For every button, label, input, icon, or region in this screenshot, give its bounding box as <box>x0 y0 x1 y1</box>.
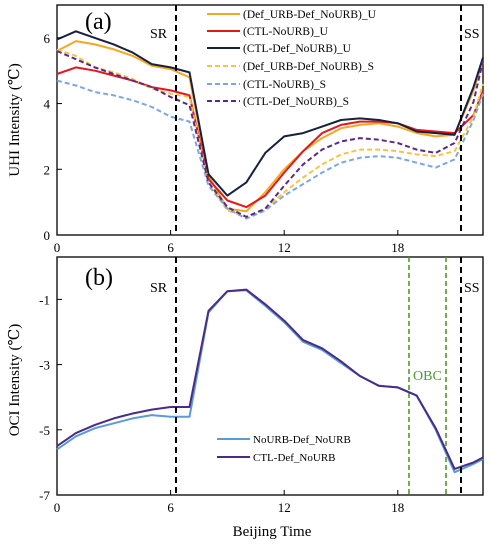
panel-a-ticks: 0 6 12 18 0 2 4 6 <box>44 31 405 255</box>
x-tick-label: 18 <box>391 500 404 515</box>
panel-b-ss-label: SS <box>464 281 480 296</box>
panel-b-x-axis-label: Beijing Time <box>233 524 312 540</box>
panel-b-ticks: 0 6 12 18 -1 -3 -5 -7 <box>39 292 404 515</box>
legend-label: (CTL-NoURB)_S <box>243 79 326 91</box>
legend-label: (CTL-NoURB)_U <box>243 26 329 38</box>
panel-a-ss-label: SS <box>464 27 480 42</box>
y-tick-label: 6 <box>44 31 51 46</box>
panel-b-legend: NoURB-Def_NoURB CTL-Def_NoURB <box>217 434 351 464</box>
series-line <box>56 288 484 470</box>
panel-b-y-axis-label: OCI Intensity (℃) <box>7 324 23 437</box>
x-tick-label: 0 <box>54 500 61 515</box>
panel-b-sr-label: SR <box>150 281 168 296</box>
panel-b-frame <box>56 256 484 496</box>
x-tick-label: 6 <box>167 240 174 255</box>
panel-b: (b) SR SS OBC 0 6 12 18 -1 -3 -5 -7 OCI Intensi… <box>7 256 484 540</box>
panel-a-legend: (Def_URB-Def_NoURB)_U (CTL-NoURB)_U (CTL… <box>207 9 377 108</box>
panel-b-label: (b) <box>85 265 113 291</box>
panel-b-series-lines <box>56 288 484 474</box>
panel-a-y-axis-label: UHI Intensity (℃) <box>7 63 23 176</box>
panel-a-frame <box>56 4 484 236</box>
panel-a-sr-label: SR <box>150 27 168 42</box>
x-tick-label: 18 <box>391 240 404 255</box>
y-tick-label: 2 <box>44 162 51 177</box>
series-line <box>56 40 484 213</box>
series-line <box>56 48 484 218</box>
y-tick-label: 4 <box>44 97 51 112</box>
y-tick-label: -7 <box>39 488 50 503</box>
legend-label: NoURB-Def_NoURB <box>253 434 351 446</box>
series-line <box>56 30 484 197</box>
series-line <box>56 66 484 209</box>
x-tick-label: 6 <box>167 500 174 515</box>
panel-a: (a) SR SS 0 6 12 18 0 2 4 6 UHI Intensity (℃) (… <box>7 4 484 255</box>
legend-label: CTL-Def_NoURB <box>253 452 336 464</box>
x-tick-label: 0 <box>54 240 61 255</box>
panel-a-label: (a) <box>85 9 112 35</box>
y-tick-label: -5 <box>39 423 50 438</box>
legend-label: (Def_URB-Def_NoURB)_S <box>243 61 374 73</box>
panel-b-obc-label: OBC <box>413 369 442 384</box>
legend-label: (Def_URB-Def_NoURB)_U <box>243 9 377 21</box>
y-tick-label: -3 <box>39 358 50 373</box>
y-tick-label: -1 <box>39 292 50 307</box>
legend-label: (CTL-Def_NoURB)_S <box>243 96 349 108</box>
legend-label: (CTL-Def_NoURB)_U <box>243 43 352 55</box>
series-line <box>56 79 484 220</box>
panel-a-series-lines <box>56 30 484 220</box>
x-tick-label: 12 <box>278 240 291 255</box>
y-tick-label: 0 <box>44 228 51 243</box>
x-tick-label: 12 <box>278 500 291 515</box>
